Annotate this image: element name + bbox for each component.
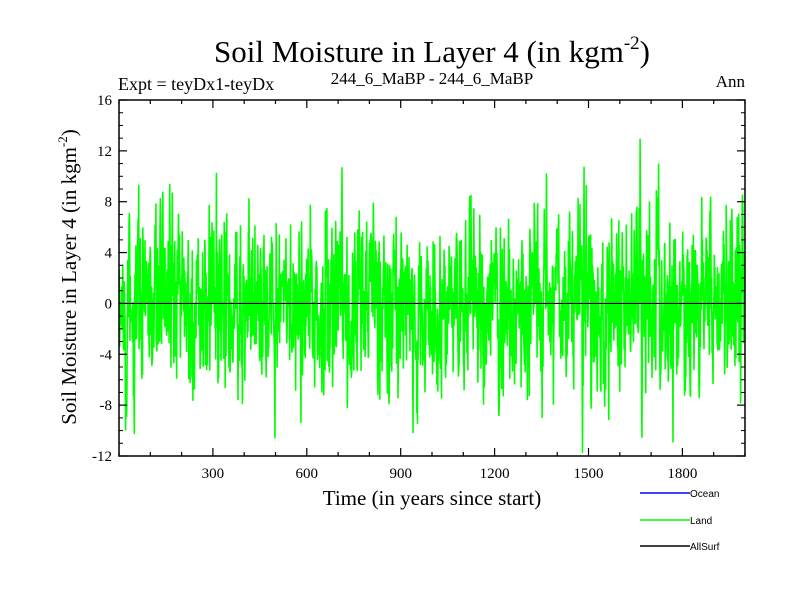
axis-ticks: -12 -8 -4 0 4 8 12 16 300 600 900 1200 1500 1800 [92,93,746,482]
plot-frame [118,99,746,457]
x-tick-label: 1800 [667,466,697,482]
y-tick-label: 0 [105,296,113,312]
x-tick-label: 600 [296,466,319,482]
chart-title: Soil Moisture in Layer 4 (in kgm-2) [214,33,650,69]
season-label: Ann [716,72,746,91]
series-line-land [119,138,745,453]
legend-allsurf-label: AllSurf [690,542,720,553]
period-label: 244_6_MaBP - 244_6_MaBP [331,69,533,88]
x-tick-label: 300 [202,466,225,482]
series-layer [119,138,745,453]
x-axis-label: Time (in years since start) [323,486,542,510]
legend-land-label: Land [690,516,712,527]
experiment-label: Expt = teyDx1-teyDx [118,74,274,94]
y-tick-label: 16 [97,93,113,109]
y-tick-label: 12 [97,144,112,160]
x-tick-label: 1200 [480,466,510,482]
legend: Ocean Land AllSurf [640,489,720,553]
y-axis-label: Soil Moisture in Layer 4 (in kgm-2) [55,129,81,424]
x-tick-label: 1500 [574,466,604,482]
y-tick-label: -4 [100,347,113,363]
legend-ocean-label: Ocean [690,489,719,500]
y-tick-label: -12 [92,449,112,465]
y-tick-label: 4 [105,246,113,262]
y-tick-label: 8 [105,195,113,211]
y-tick-label: -8 [100,398,113,414]
x-tick-label: 900 [389,466,412,482]
